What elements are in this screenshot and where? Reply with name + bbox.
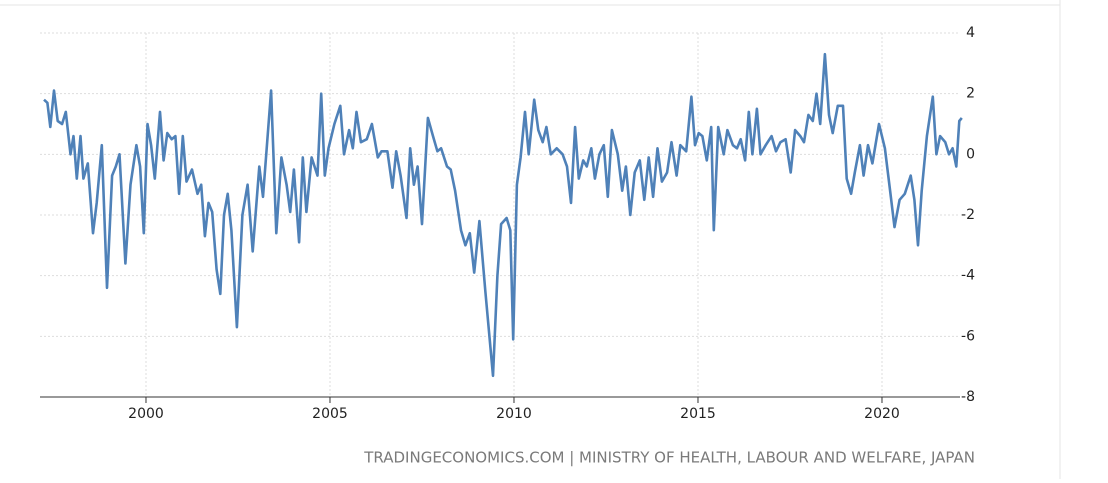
x-tick-label: 2020 <box>864 406 900 422</box>
y-tick-label: -4 <box>961 268 975 284</box>
y-tick-label: -2 <box>961 207 975 223</box>
source: TRADINGECONOMICS.COM | MINISTRY OF HEALT… <box>363 449 975 467</box>
x-tick-label: 2010 <box>496 406 532 422</box>
x-tick-label: 2015 <box>680 406 716 422</box>
line <box>43 52 963 378</box>
x-tick-label: 2005 <box>312 406 348 422</box>
y-tick-label: -8 <box>961 389 975 405</box>
x-tick-label: 2000 <box>128 406 164 422</box>
y-tick-label: 4 <box>966 25 975 41</box>
y-tick-label: -6 <box>961 328 975 344</box>
y-tick-label: 0 <box>966 146 975 162</box>
y-tick-label: 2 <box>966 86 975 102</box>
